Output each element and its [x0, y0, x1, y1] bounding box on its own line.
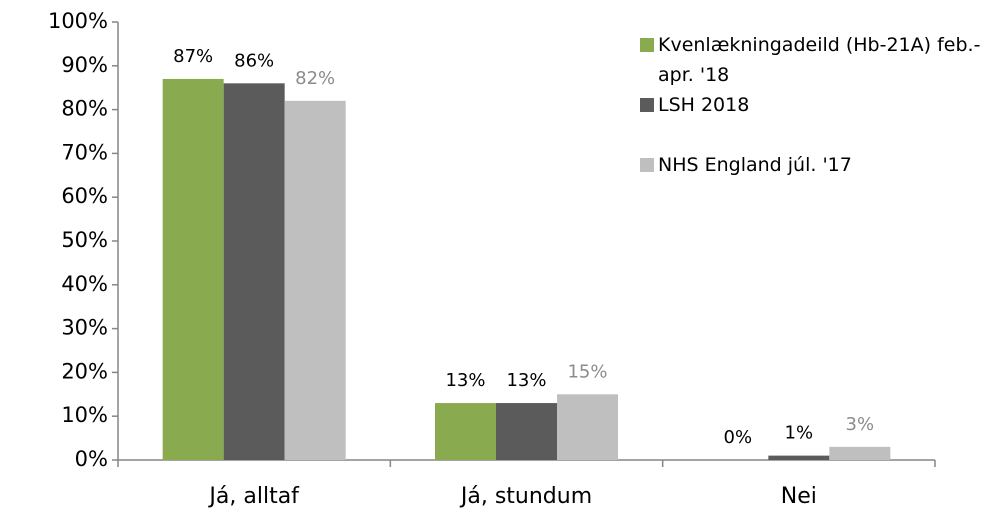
legend-item: NHS England júl. '17 — [640, 150, 987, 180]
legend-swatch — [640, 38, 654, 52]
bar — [435, 403, 496, 460]
y-tick-label: 60% — [61, 184, 108, 208]
legend-label: NHS England júl. '17 — [658, 154, 852, 176]
y-tick-label: 100% — [48, 9, 108, 33]
x-tick-label: Nei — [781, 484, 817, 509]
value-label: 1% — [785, 423, 814, 444]
y-tick-label: 20% — [61, 359, 108, 383]
value-label: 13% — [506, 370, 546, 391]
value-label: 86% — [234, 50, 274, 71]
y-tick-label: 30% — [61, 316, 108, 340]
y-tick-label: 0% — [75, 447, 108, 471]
legend-item: Kvenlækningadeild (Hb-21A) feb.-apr. '18 — [640, 30, 987, 90]
y-tick-label: 70% — [61, 140, 108, 164]
legend-label: Kvenlækningadeild (Hb-21A) feb.-apr. '18 — [658, 34, 981, 86]
y-tick-label: 10% — [61, 403, 108, 427]
bar — [162, 78, 224, 460]
x-tick-label: Já, stundum — [459, 484, 592, 509]
legend-item: LSH 2018 — [640, 90, 987, 120]
value-label: 82% — [295, 68, 335, 89]
y-tick-label: 80% — [61, 97, 108, 121]
bar — [768, 455, 830, 460]
legend-swatch — [640, 158, 654, 172]
bar — [496, 403, 557, 460]
bar — [557, 394, 618, 460]
x-tick-label: Já, alltaf — [207, 484, 300, 509]
bar — [829, 446, 891, 460]
legend-swatch — [640, 98, 654, 112]
bar — [284, 100, 346, 460]
value-label: 3% — [846, 414, 875, 435]
y-tick-label: 50% — [61, 228, 108, 252]
value-label: 87% — [173, 46, 213, 67]
bar — [223, 83, 285, 460]
legend-label: LSH 2018 — [658, 94, 750, 116]
y-tick-label: 90% — [61, 53, 108, 77]
value-label: 13% — [445, 370, 485, 391]
value-label: 15% — [567, 361, 607, 382]
value-label: 0% — [724, 427, 753, 448]
y-tick-label: 40% — [61, 272, 108, 296]
